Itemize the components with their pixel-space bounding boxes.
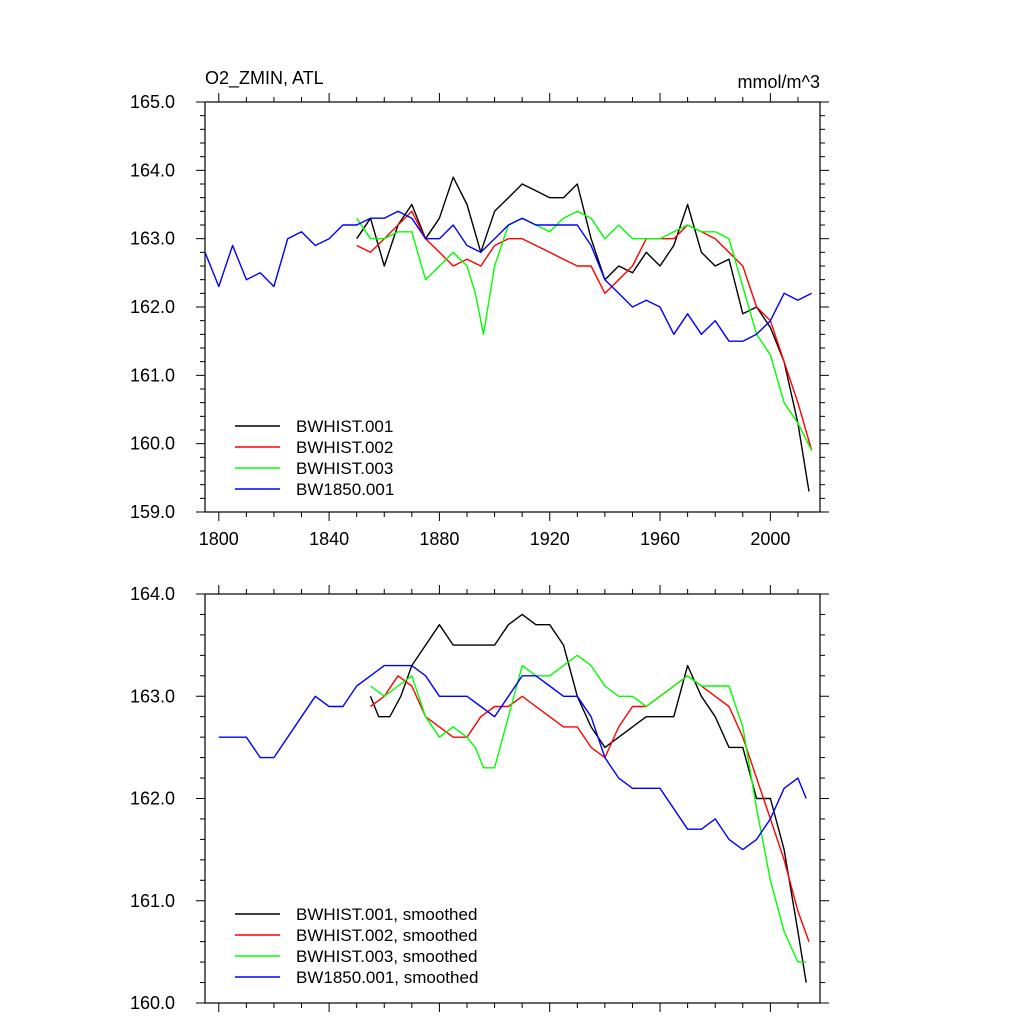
series-line-bwhist-001: [356, 176, 810, 492]
x-tick-label: 1920: [530, 529, 570, 549]
y-tick-label: 160.0: [130, 993, 175, 1013]
legend-label: BW1850.001: [296, 480, 394, 499]
y-tick-label: 165.0: [130, 92, 175, 112]
chart-title-right: mmol/m^3: [738, 72, 820, 92]
y-tick-label: 159.0: [130, 502, 175, 522]
legend-label: BW1850.001, smoothed: [296, 968, 478, 987]
legend-label: BWHIST.003: [296, 459, 393, 478]
y-tick-label: 164.0: [130, 160, 175, 180]
y-tick-label: 161.0: [130, 365, 175, 385]
legend-label: BWHIST.002, smoothed: [296, 926, 477, 945]
panel-bottom: 160.0 161.0 162.0 163.0 164.0 BWHIST.001, smo…: [130, 584, 829, 1013]
chart-title-left: O2_ZMIN, ATL: [205, 68, 324, 89]
y-tick-label: 164.0: [130, 584, 175, 604]
legend-label: BWHIST.001, smoothed: [296, 905, 477, 924]
series-line-bwhist-003-smoothed: [370, 654, 807, 963]
legend-label: BWHIST.001: [296, 417, 393, 436]
x-tick-label: 2000: [750, 529, 790, 549]
x-tick-label: 1960: [640, 529, 680, 549]
series-line-bwhist-002-smoothed: [370, 675, 810, 942]
series-line-bwhist-001-smoothed: [369, 613, 807, 983]
x-tick-label: 1800: [199, 529, 239, 549]
x-tick-label: 1840: [309, 529, 349, 549]
y-tick-label: 162.0: [130, 789, 175, 809]
y-tick-label: 160.0: [130, 434, 175, 454]
y-tick-label: 161.0: [130, 891, 175, 911]
y-tick-label: 163.0: [130, 686, 175, 706]
legend-label: BWHIST.003, smoothed: [296, 947, 477, 966]
x-tick-label: 1880: [419, 529, 459, 549]
series-line-bwhist-003: [356, 210, 813, 451]
legend-label: BWHIST.002: [296, 438, 393, 457]
y-tick-label: 163.0: [130, 229, 175, 249]
panel-top: 1800 1840 1880 1920 1960 2000 159.0 160.0 161.0 1…: [130, 92, 829, 549]
y-tick-label: 162.0: [130, 297, 175, 317]
series-line-bw1850-001-smoothed: [218, 664, 807, 851]
series-line-bwhist-002: [356, 210, 813, 451]
series-line-bw1850-001: [204, 210, 813, 342]
